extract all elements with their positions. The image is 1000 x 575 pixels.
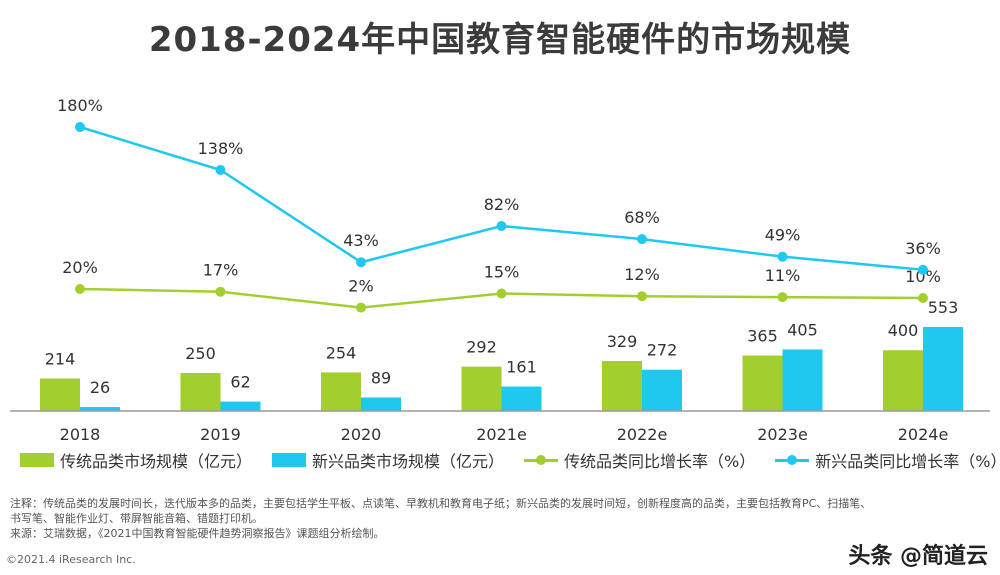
legend-swatch-emerging-line xyxy=(775,453,810,467)
line-emerging-growth: 180% 138% 43% 82% 68% 49% 36% xyxy=(57,96,941,275)
bar-emerging-2023e xyxy=(782,349,823,411)
bar-label-traditional-2024e: 400 xyxy=(888,321,919,340)
point-label-traditional-2024e: 10% xyxy=(905,267,941,286)
point-emerging-2019 xyxy=(215,165,226,175)
x-tick-2019: 2019 xyxy=(200,425,241,444)
x-tick-2020: 2020 xyxy=(341,425,382,444)
bar-label-traditional-2019: 250 xyxy=(185,344,216,363)
x-axis-tick-labels: 2018 2019 2020 2021e 2022e 2023e 2024e xyxy=(60,425,949,444)
point-emerging-2023e xyxy=(777,251,788,262)
x-tick-2024e: 2024e xyxy=(898,425,949,444)
bar-traditional-2021e xyxy=(461,366,502,411)
legend-swatch-traditional-line xyxy=(524,453,559,467)
bars-emerging xyxy=(80,327,963,411)
x-tick-2018: 2018 xyxy=(60,425,101,444)
bar-label-traditional-2020: 254 xyxy=(326,343,357,362)
bar-traditional-2020 xyxy=(321,372,361,411)
bar-traditional-2023e xyxy=(742,355,783,411)
point-traditional-2020 xyxy=(356,302,366,313)
legend-label-emerging-market: 新兴品类市场规模（亿元） xyxy=(312,452,505,471)
bar-label-traditional-2022e: 329 xyxy=(607,332,638,351)
note-source: 来源：艾瑞数据，《2021中国教育智能硬件趋势洞察报告》课题组分析绘制。 xyxy=(10,527,385,540)
point-emerging-2021e xyxy=(496,221,507,231)
bars-traditional xyxy=(40,350,923,411)
line-traditional-growth: 20% 17% 2% 15% 12% 11% 10% xyxy=(62,258,941,313)
note-line-2: 书写笔、智能作业灯、带屏智能音箱、错题打印机。 xyxy=(10,512,263,525)
bar-emerging-2024e xyxy=(923,327,963,411)
bar-label-emerging-2018: 26 xyxy=(90,378,110,397)
legend-label-traditional-market: 传统品类市场规模（亿元） xyxy=(60,452,253,471)
point-label-emerging-2024e: 36% xyxy=(905,239,941,258)
legend-item-emerging-growth: 新兴品类同比增长率（%） xyxy=(775,448,1000,472)
point-label-traditional-2020: 2% xyxy=(348,277,373,296)
legend-swatch-emerging-bar xyxy=(272,453,307,467)
point-traditional-2019 xyxy=(215,286,226,297)
bar-traditional-2018 xyxy=(40,378,80,411)
point-label-emerging-2022e: 68% xyxy=(624,208,660,227)
legend-label-emerging-growth: 新兴品类同比增长率（%） xyxy=(815,452,1000,471)
bar-emerging-2018 xyxy=(80,407,120,411)
bar-traditional-2024e xyxy=(883,350,923,411)
bar-label-traditional-2021e: 292 xyxy=(466,338,497,357)
bar-label-traditional-2018: 214 xyxy=(45,349,76,368)
legend-item-emerging-market: 新兴品类市场规模（亿元） xyxy=(272,448,504,472)
point-label-emerging-2020: 43% xyxy=(343,231,379,250)
point-label-emerging-2021e: 82% xyxy=(484,195,520,214)
point-traditional-2024e xyxy=(918,293,928,303)
bar-value-labels: 214 26 250 62 254 89 292 161 329 272 365 405 400 553 xyxy=(45,298,959,397)
copyright: ©2021.4 iResearch Inc. xyxy=(6,553,136,566)
chart-notes: 注释：传统品类的发展时间长，迭代版本多的品类，主要包括学生平板、点读笔、早教机和… xyxy=(10,496,995,541)
legend-item-traditional-market: 传统品类市场规模（亿元） xyxy=(20,448,252,472)
point-traditional-2021e xyxy=(496,288,507,299)
point-label-traditional-2022e: 12% xyxy=(624,265,660,284)
point-emerging-2018 xyxy=(75,122,85,132)
point-label-traditional-2019: 17% xyxy=(203,261,239,280)
point-traditional-2023e xyxy=(777,292,788,303)
bar-label-emerging-2024e: 553 xyxy=(928,298,959,317)
bar-label-emerging-2022e: 272 xyxy=(647,341,678,360)
point-emerging-2020 xyxy=(356,257,366,268)
watermark: 头条 @简道云 xyxy=(848,544,988,569)
point-label-traditional-2021e: 15% xyxy=(484,263,520,282)
legend-swatch-traditional-bar xyxy=(20,453,54,467)
chart-legend: 传统品类市场规模（亿元） 新兴品类市场规模（亿元） 传统品类同比增长率（%） 新… xyxy=(20,448,1000,472)
bar-emerging-2019 xyxy=(220,401,261,411)
bar-emerging-2020 xyxy=(361,397,401,411)
point-label-emerging-2018: 180% xyxy=(57,96,103,115)
bar-emerging-2022e xyxy=(642,369,682,411)
bar-label-emerging-2019: 62 xyxy=(230,373,250,392)
bar-traditional-2022e xyxy=(602,361,642,411)
bar-label-traditional-2023e: 365 xyxy=(747,327,778,346)
bar-traditional-2019 xyxy=(180,373,221,411)
x-tick-2022e: 2022e xyxy=(617,425,668,444)
note-line-1: 注释：传统品类的发展时间长，迭代版本多的品类，主要包括学生平板、点读笔、早教机和… xyxy=(10,497,872,510)
point-label-traditional-2018: 20% xyxy=(62,258,98,277)
point-label-emerging-2019: 138% xyxy=(198,139,244,158)
bar-label-emerging-2020: 89 xyxy=(371,368,391,387)
legend-label-traditional-growth: 传统品类同比增长率（%） xyxy=(564,452,756,471)
point-traditional-2022e xyxy=(637,291,647,302)
bar-label-emerging-2021e: 161 xyxy=(506,358,537,377)
point-traditional-2018 xyxy=(75,284,85,294)
point-label-emerging-2023e: 49% xyxy=(765,226,801,245)
point-label-traditional-2023e: 11% xyxy=(765,266,801,285)
chart-title: 2018-2024年中国教育智能硬件的市场规模 xyxy=(148,20,852,60)
bar-emerging-2021e xyxy=(501,386,542,411)
legend-item-traditional-growth: 传统品类同比增长率（%） xyxy=(524,448,755,472)
bar-label-emerging-2023e: 405 xyxy=(787,320,818,339)
point-emerging-2024e xyxy=(918,264,928,275)
point-emerging-2022e xyxy=(637,234,647,245)
x-tick-2021e: 2021e xyxy=(476,425,527,444)
x-tick-2023e: 2023e xyxy=(757,425,808,444)
